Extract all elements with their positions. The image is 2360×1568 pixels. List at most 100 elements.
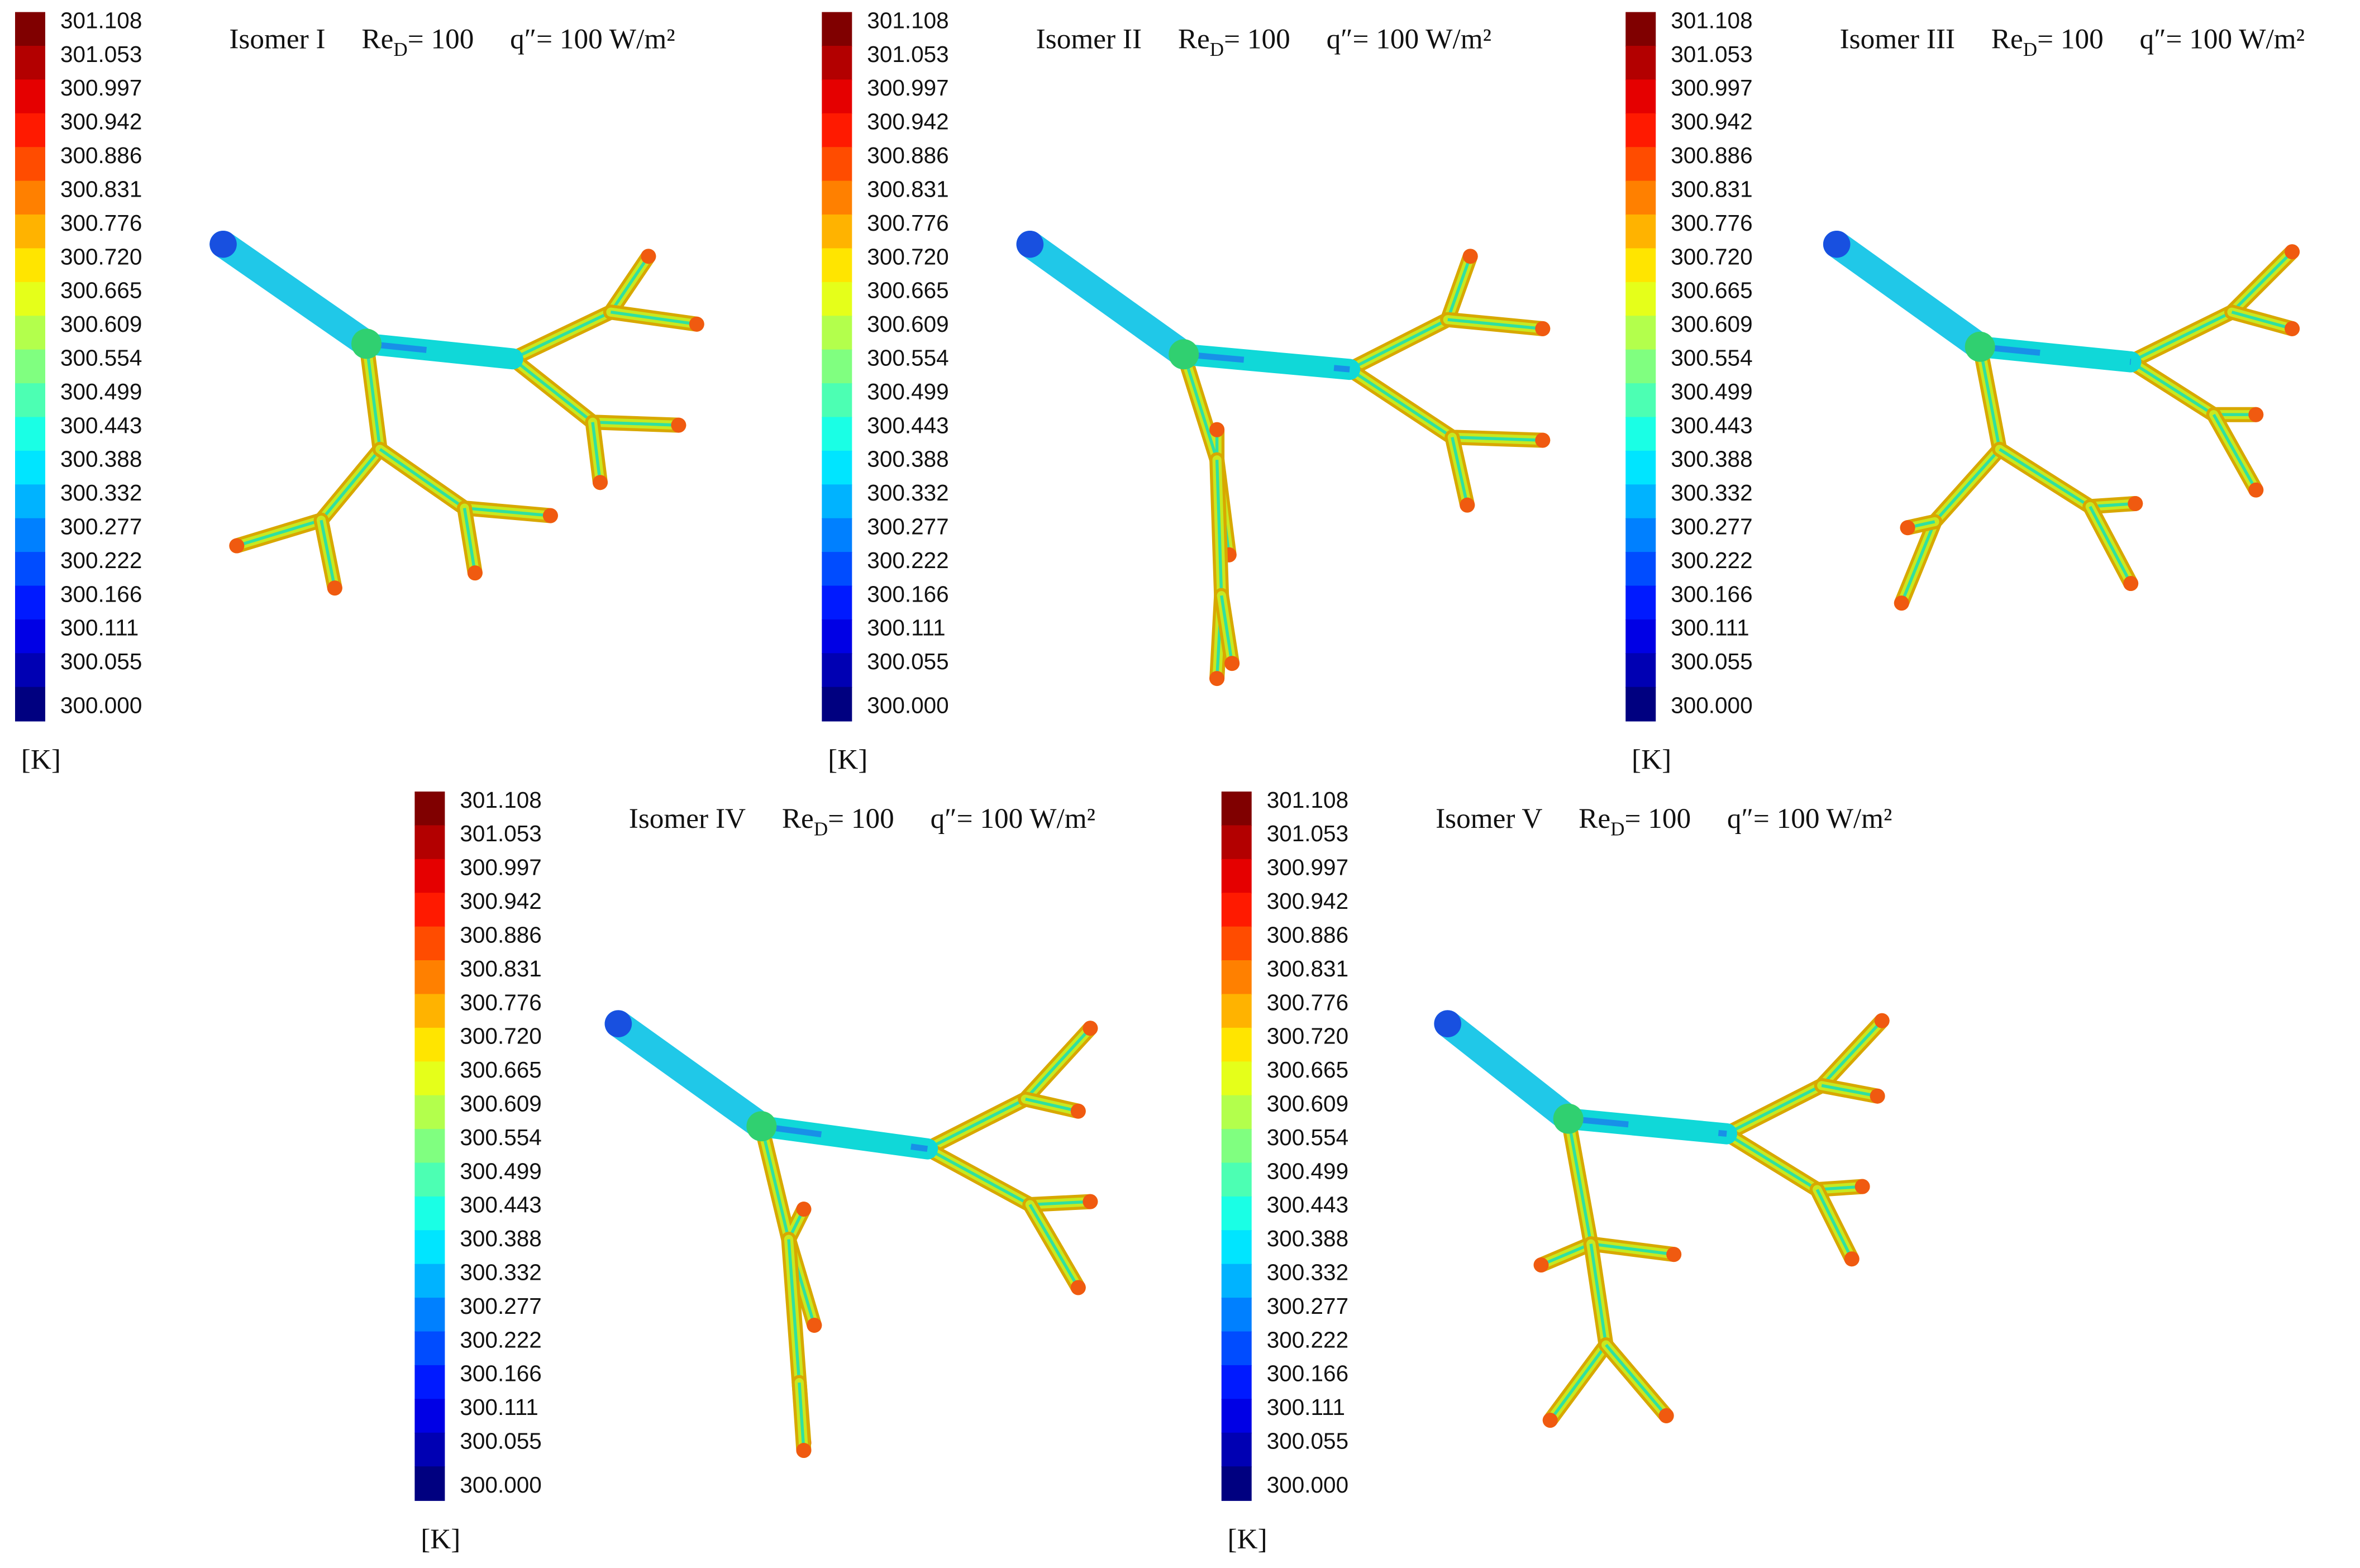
colorbar-band [822,215,852,249]
tube-outlet [1542,1412,1558,1428]
colorbar-band [414,1162,445,1198]
colorbar-label: 300.332 [460,1260,541,1285]
colorbar-label: 300.111 [1671,615,1749,641]
colorbar-band [1221,1027,1252,1062]
colorbar-label: 300.388 [60,446,142,472]
colorbar-band [1221,1298,1252,1332]
colorbar-band [1221,1365,1252,1400]
trunk-edge [1183,351,1350,373]
colorbar-label: 300.055 [867,649,948,674]
tube-outlet [1535,432,1551,448]
tube-outlet [1870,1088,1885,1104]
tube-core [610,311,697,326]
tube-outline [505,351,686,433]
colorbar-band [15,383,45,418]
colorbar-band [15,147,45,182]
junction [1553,1103,1584,1134]
colorbar-label: 300.776 [867,210,948,236]
isomer-name: Isomer V [1436,803,1542,835]
tube-outlet [1658,1408,1674,1423]
tube-core [1025,1097,1079,1113]
tube-outlet [1535,321,1551,336]
colorbar-band [414,1061,445,1097]
colorbar-label: 300.222 [1267,1327,1348,1352]
colorbar-band [822,248,852,283]
colorbar-label: 300.111 [1267,1394,1345,1420]
tube-outlet [1460,497,1475,513]
colorbar-band [15,450,45,485]
colorbar-label: 300.886 [1267,922,1348,947]
tube-core [2231,311,2293,330]
re-subscript: D [814,818,828,840]
colorbar-label: 300.000 [1267,1472,1348,1498]
colorbar-label: 300.388 [460,1226,541,1251]
colorbar-band [1221,791,1252,826]
colorbar-label: 300.609 [460,1090,541,1116]
tube-outlet [1070,1103,1086,1119]
tube-outline [229,336,388,554]
panel: 301.108 301.053 300.997 300.942 300.886 300.8… [15,7,704,776]
colorbar-label: 300.111 [60,615,139,641]
colorbar-label: 300.720 [1267,1023,1348,1049]
colorbar-label: 300.720 [460,1023,541,1049]
colorbar-label: 300.997 [460,855,541,880]
colorbar-label: 300.499 [1267,1158,1348,1184]
colorbar-band [1221,825,1252,860]
colorbar-band [15,417,45,452]
re-value: = 100 [2037,23,2104,55]
re-subscript: D [1610,818,1624,840]
colorbar-band [822,12,852,47]
colorbar-label: 300.388 [1267,1226,1348,1251]
re-value: = 100 [408,23,474,55]
colorbar-label: 300.055 [460,1428,541,1454]
colorbar-band [414,893,445,927]
tube-outlet [1854,1179,1870,1194]
colorbar-label: 301.108 [460,787,541,813]
colorbar-label: 300.055 [60,649,142,674]
tube-outlet [796,1202,812,1217]
panel: 301.108 301.053 300.997 300.942 300.886 300.8… [1625,7,2305,776]
colorbar-label: 300.665 [1671,278,1752,303]
colorbar-label: 300.443 [1267,1192,1348,1218]
tube-core [1182,354,1219,461]
tube-outlet [327,580,342,596]
tube-outlet [1533,1257,1549,1272]
colorbar-band [822,147,852,182]
colorbar-label: 300.332 [60,480,142,506]
unit-label: [K] [1228,1523,1267,1555]
colorbar-band [1221,1466,1252,1501]
colorbar-band [822,316,852,351]
colorbar-band [414,1196,445,1231]
colorbar-label: 300.499 [1671,379,1752,404]
colorbar-label: 300.000 [460,1472,541,1498]
re-symbol: Re [1991,23,2023,55]
colorbar-band [414,1264,445,1299]
tube-outlet [229,538,245,554]
colorbar-band [1221,994,1252,1029]
colorbar-label: 300.997 [1671,75,1752,101]
colorbar-label: 300.609 [1267,1090,1348,1116]
colorbar-band [414,1466,445,1501]
colorbar-label: 300.166 [60,581,142,607]
colorbar-label: 300.942 [1267,888,1348,914]
inlet-end [1016,230,1044,258]
colorbar-label: 300.831 [1671,176,1752,202]
colorbar-label: 300.665 [867,278,948,303]
tube-outlet [1209,671,1225,687]
colorbar-label: 300.609 [867,311,948,337]
colorbar-band [1625,450,1656,485]
tube-outline [1719,1013,1890,1142]
colorbar-label: 300.443 [867,412,948,438]
tube-core [1590,1242,1674,1256]
colorbar-band [15,585,45,621]
colorbar-label: 300.997 [867,75,948,101]
colorbar-band [414,1129,445,1164]
colorbar-band [15,619,45,654]
re-value: = 100 [1224,23,1290,55]
colorbar-band [414,994,445,1029]
colorbar-band [1625,79,1656,115]
colorbar-band [15,552,45,587]
unit-label: [K] [1632,744,1671,776]
colorbar-label: 300.222 [867,547,948,573]
